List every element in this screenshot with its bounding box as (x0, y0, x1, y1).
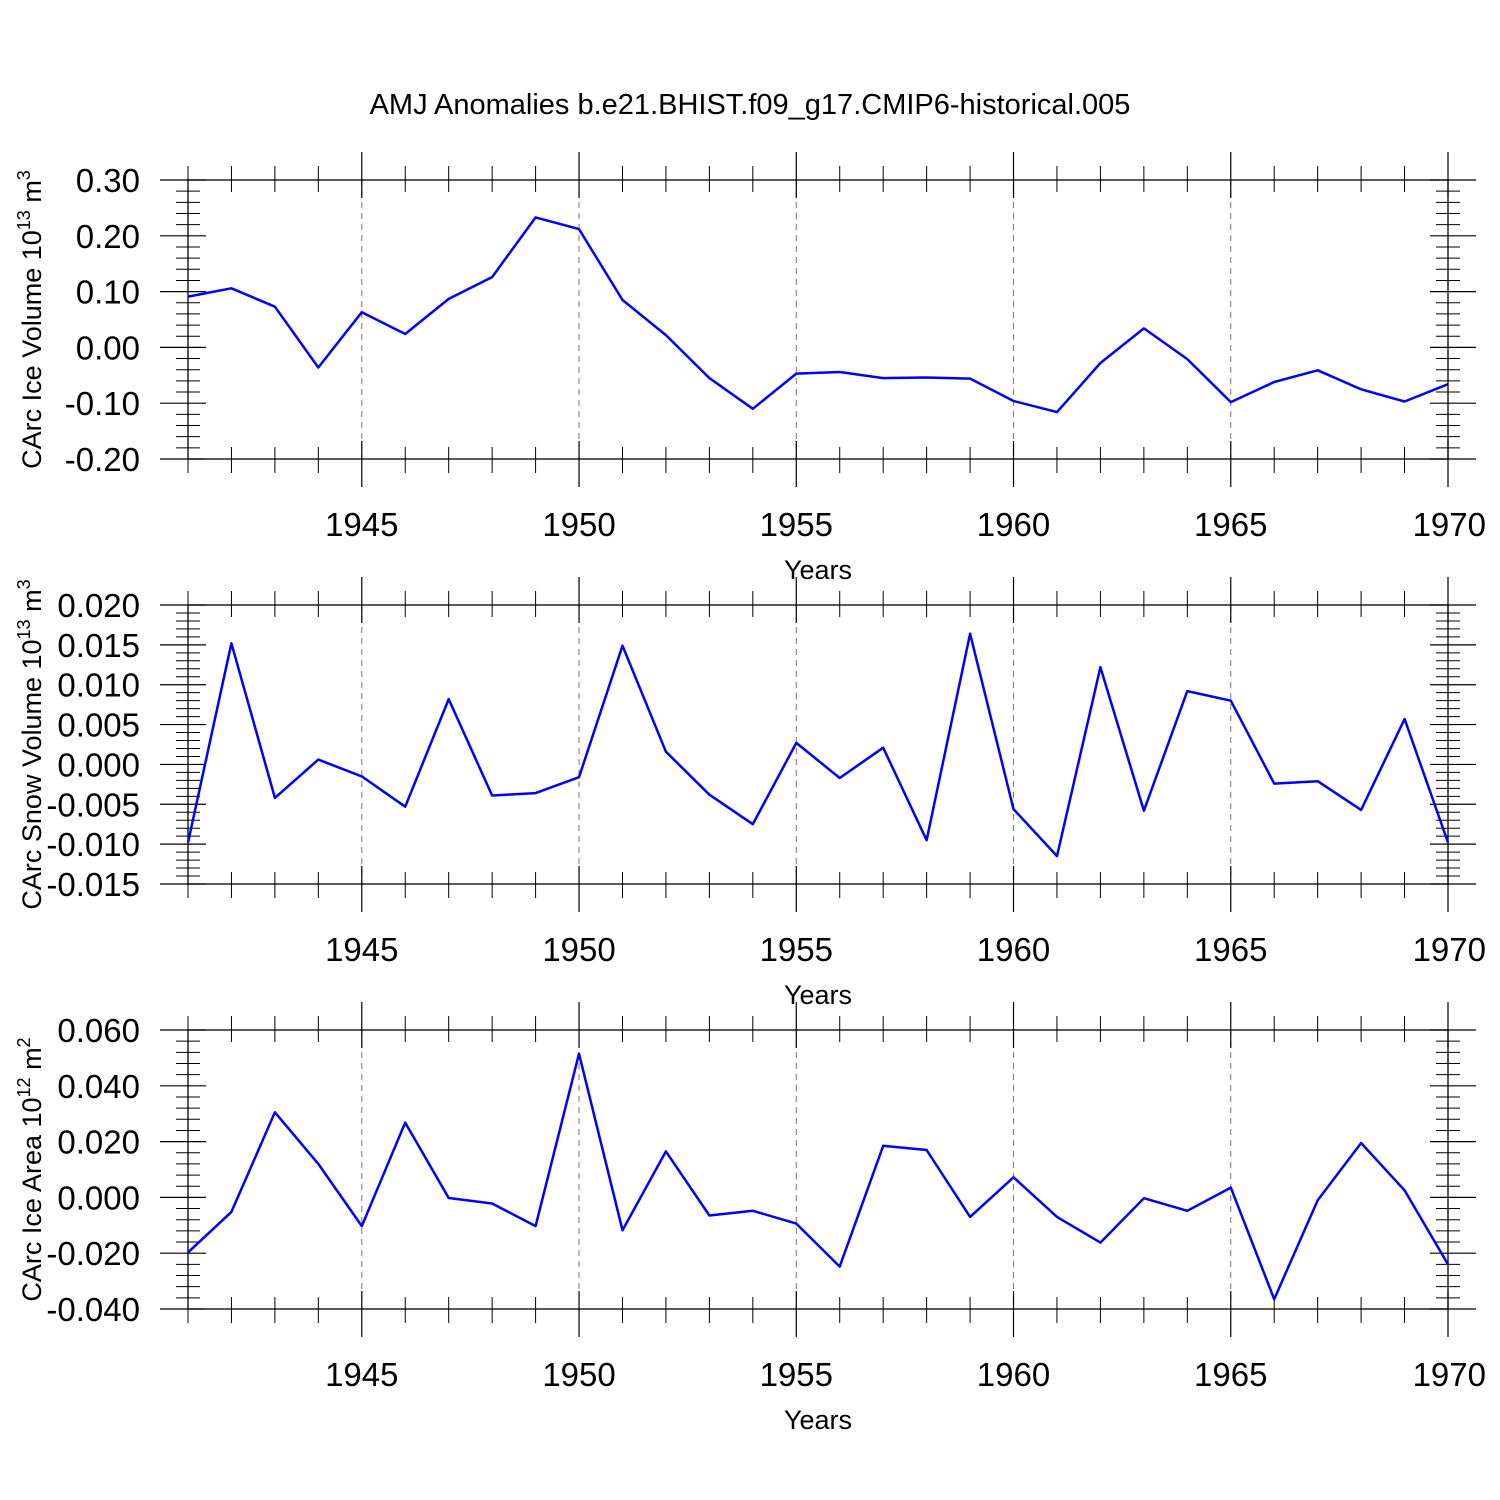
y-tick-label: 0.000 (57, 1179, 140, 1216)
y-axis-label: CArc Snow Volume 1013 m3 (14, 579, 47, 909)
y-tick-label: 0.060 (57, 1012, 140, 1049)
y-axis-label: CArc Ice Volume 1013 m3 (14, 170, 47, 469)
x-tick-label: 1960 (977, 1356, 1050, 1393)
y-tick-label: -0.020 (46, 1235, 140, 1272)
y-tick-label: 0.30 (76, 162, 140, 199)
x-tick-label: 1965 (1194, 931, 1267, 968)
plot-frame (187, 604, 1449, 885)
y-tick-label: -0.015 (46, 866, 140, 903)
x-tick-label: 1960 (977, 506, 1050, 543)
y-tick-label: -0.10 (65, 385, 140, 422)
panel-3: 1945 1950 1955 1960 1965 1970 -0.040 -0.020 0.00… (14, 1002, 1486, 1435)
panels: 1945 1950 1955 1960 1965 1970 -0.20 -0.10 0.00 0.… (14, 152, 1486, 1435)
x-tick-label: 1945 (325, 931, 398, 968)
y-axis-label: CArc Ice Area 1012 m2 (14, 1037, 47, 1301)
x-tick-label: 1960 (977, 931, 1050, 968)
x-tick-label: 1965 (1194, 1356, 1267, 1393)
y-tick-label: 0.005 (57, 707, 140, 744)
x-tick-label: 1950 (542, 1356, 615, 1393)
x-tick-label: 1955 (760, 931, 833, 968)
x-tick-label: 1945 (325, 506, 398, 543)
x-tick-label: 1970 (1413, 931, 1486, 968)
x-tick-label: 1955 (760, 1356, 833, 1393)
y-tick-label: 0.000 (57, 746, 140, 783)
y-tick-label: -0.010 (46, 826, 140, 863)
y-tick-label: 0.10 (76, 274, 140, 311)
y-tick-label: 0.010 (57, 667, 140, 704)
x-axis-label: Years (784, 1405, 852, 1435)
series-line (186, 632, 1450, 858)
y-tick-label: -0.005 (46, 786, 140, 823)
plot-frame (187, 1029, 1449, 1310)
y-tick-label: 0.20 (76, 218, 140, 255)
x-tick-label: 1965 (1194, 506, 1267, 543)
panel-1: 1945 1950 1955 1960 1965 1970 -0.20 -0.10 0.00 0.… (14, 152, 1486, 585)
chart-title: AMJ Anomalies b.e21.BHIST.f09_g17.CMIP6-… (370, 89, 1131, 121)
y-tick-label: 0.00 (76, 329, 140, 366)
y-tick-label: 0.020 (57, 587, 140, 624)
series-line (187, 1052, 1450, 1301)
plot-frame (187, 179, 1449, 460)
x-tick-label: 1955 (760, 506, 833, 543)
y-tick-label: -0.040 (46, 1291, 140, 1328)
y-tick-label: 0.015 (57, 627, 140, 664)
y-tick-label: 0.040 (57, 1068, 140, 1105)
panel-2: 1945 1950 1955 1960 1965 1970 -0.015-0.010-0.0… (14, 577, 1486, 1010)
x-tick-label: 1970 (1413, 1356, 1486, 1393)
x-tick-label: 1950 (542, 506, 615, 543)
y-tick-label: -0.20 (65, 441, 140, 478)
y-tick-label: 0.020 (57, 1124, 140, 1161)
x-axis-label: Years (784, 555, 852, 585)
series-line (187, 216, 1449, 414)
x-tick-label: 1945 (325, 1356, 398, 1393)
x-tick-label: 1970 (1413, 506, 1486, 543)
x-axis-label: Years (784, 980, 852, 1010)
x-tick-label: 1950 (542, 931, 615, 968)
